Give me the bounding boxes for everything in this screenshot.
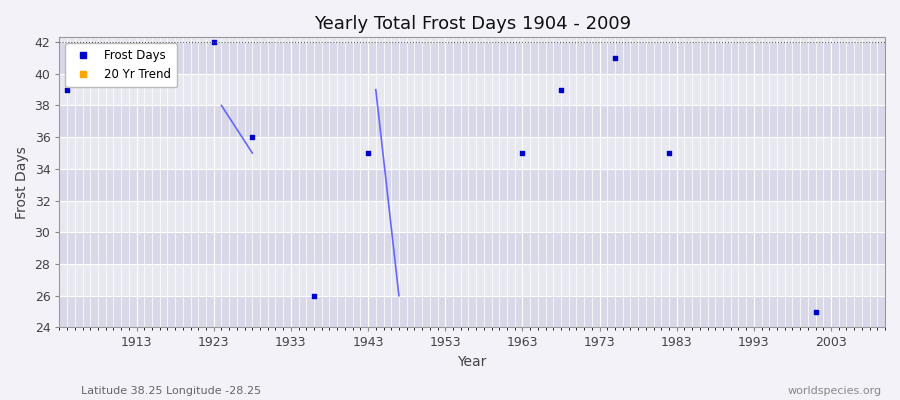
Point (662, 150, 676, 156)
Point (361, 150, 375, 156)
Point (808, 308, 823, 315)
Bar (59, 201, 885, 232)
Bar (59, 232, 885, 264)
Point (515, 150, 529, 156)
Legend: Frost Days, 20 Yr Trend: Frost Days, 20 Yr Trend (66, 43, 177, 87)
Bar (59, 74, 885, 106)
Point (307, 292, 321, 299)
Bar (59, 137, 885, 169)
Point (245, 134, 259, 140)
X-axis label: Year: Year (457, 355, 487, 369)
Bar (59, 169, 885, 201)
Bar (59, 42, 885, 74)
Point (106, 70, 121, 77)
Y-axis label: Frost Days: Frost Days (15, 146, 29, 219)
Text: worldspecies.org: worldspecies.org (788, 386, 882, 396)
Point (60, 86, 75, 93)
Point (207, 39, 221, 45)
Bar (59, 264, 885, 296)
Point (608, 55, 622, 61)
Point (554, 86, 568, 93)
Bar (59, 106, 885, 137)
Bar (59, 296, 885, 328)
Text: Latitude 38.25 Longitude -28.25: Latitude 38.25 Longitude -28.25 (81, 386, 261, 396)
Title: Yearly Total Frost Days 1904 - 2009: Yearly Total Frost Days 1904 - 2009 (314, 15, 631, 33)
